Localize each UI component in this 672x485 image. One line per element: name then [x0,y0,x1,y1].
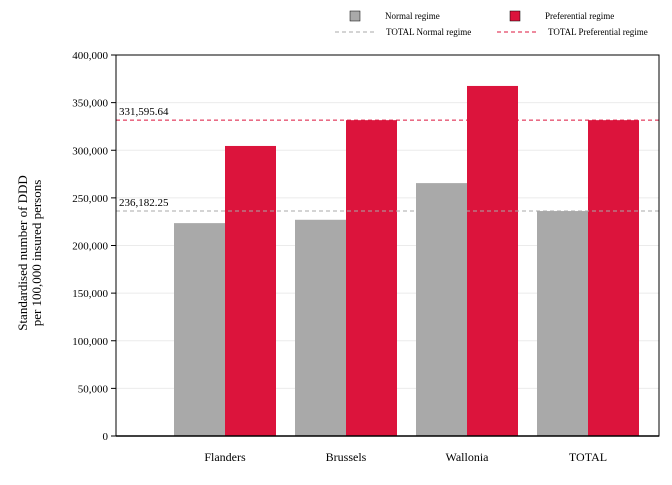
y-tick-label: 0 [103,431,109,443]
y-tick-label: 400,000 [72,50,108,62]
y-axis-title-line: per 100,000 insured persons [29,180,44,327]
bar-preferential-regime-total [588,120,639,436]
y-tick-label: 350,000 [72,98,108,110]
legend-label: Preferential regime [545,11,614,21]
x-tick-label: TOTAL [569,450,607,464]
legend-label: TOTAL Normal regime [386,27,471,37]
bar-normal-regime-total [537,211,588,436]
bar-preferential-regime-flanders [225,145,276,436]
bar-preferential-regime-brussels [346,120,397,436]
bar-preferential-regime-wallonia [467,85,518,437]
plot-area: 236,182.25 331,595.64 0 50,000 100,000 150,00… [15,50,660,464]
legend: Normal regime Preferential regime TOTAL No… [335,10,648,37]
x-tick-label: Brussels [326,450,367,464]
reference-line-label: 331,595.64 [119,106,169,118]
legend-label: Normal regime [385,11,440,21]
y-axis-title-line: Standardised number of DDD [15,175,30,331]
y-tick-label: 200,000 [72,241,108,253]
bar-normal-regime-brussels [295,219,346,436]
bar-normal-regime-flanders [174,223,225,436]
reference-line-label: 236,182.25 [119,197,169,209]
legend-label: TOTAL Preferential regime [548,27,648,37]
bar-normal-regime-wallonia [416,183,467,436]
x-tick-label: Wallonia [445,450,489,464]
y-tick-label: 50,000 [78,383,109,395]
legend-swatch [349,10,361,22]
y-tick-label: 300,000 [72,145,108,157]
y-tick-label: 250,000 [72,193,108,205]
legend-swatch [509,10,521,22]
y-tick-label: 150,000 [72,288,108,300]
y-axis-title: Standardised number of DDDper 100,000 in… [15,175,44,331]
x-tick-label: Flanders [204,450,246,464]
y-tick-label: 100,000 [72,336,108,348]
